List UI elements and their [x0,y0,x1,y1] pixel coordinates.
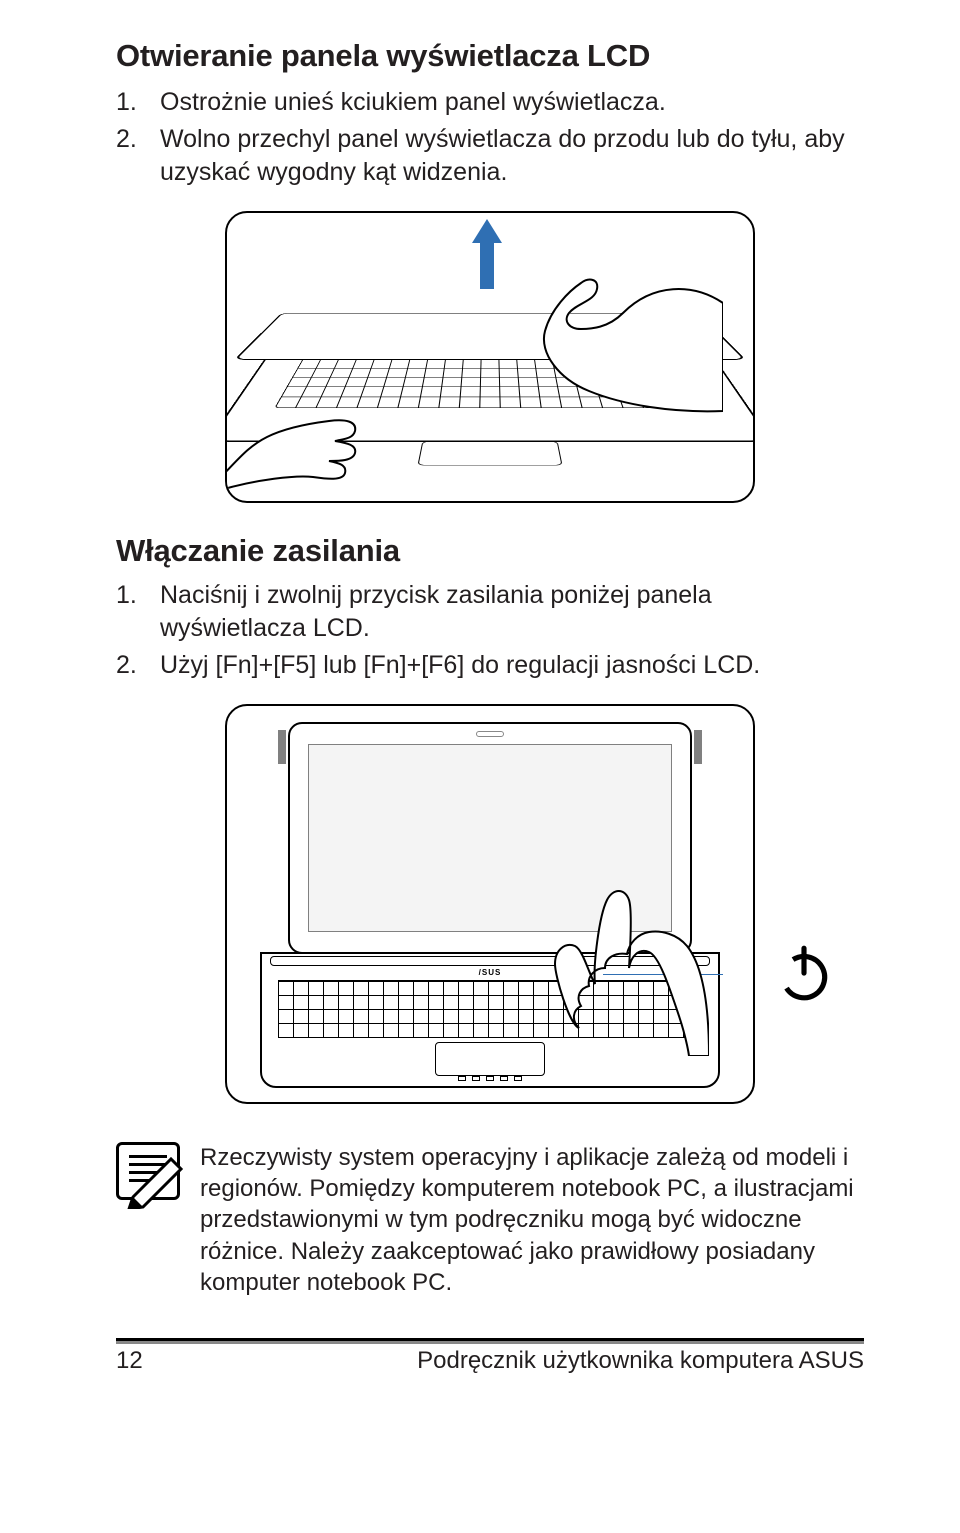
doc-title: Podręcznik użytkownika komputera ASUS [417,1347,864,1375]
section2-list: 1. Naciśnij i zwolnij przycisk zasilania… [116,579,864,682]
note-block: Rzeczywisty system operacyjny i aplikacj… [116,1142,864,1298]
section2-title: Włączanie zasilania [116,533,864,569]
note-text: Rzeczywisty system operacyjny i aplikacj… [200,1142,864,1298]
list-item: 2. Użyj [Fn]+[F5] lub [Fn]+[F6] do regul… [116,649,864,682]
hinge-rail [278,730,286,764]
figure-power-on: /SUS [225,704,755,1104]
brand-logo: /SUS [479,968,502,977]
list-text: Ostrożnie unieś kciukiem panel wyświetla… [160,86,864,119]
power-icon [773,942,835,1004]
status-leds [445,1076,535,1082]
page: Otwieranie panela wyświetlacza LCD 1. Os… [0,0,960,1533]
list-number: 2. [116,123,160,189]
figure2-wrap: /SUS [116,704,864,1104]
note-icon [116,1142,180,1200]
figure-open-lid [225,211,755,503]
list-item: 1. Naciśnij i zwolnij przycisk zasilania… [116,579,864,645]
list-number: 1. [116,86,160,119]
list-text: Wolno przechyl panel wyświetlacza do prz… [160,123,864,189]
page-number: 12 [116,1347,143,1375]
list-number: 1. [116,579,160,645]
section1-list: 1. Ostrożnie unieś kciukiem panel wyświe… [116,86,864,189]
hinge-rail [694,730,702,764]
list-number: 2. [116,649,160,682]
left-hand-icon [225,351,397,491]
laptop-trackpad [417,441,562,465]
right-hand-icon [473,243,723,443]
hand-pressing-icon [539,856,709,1056]
section1-title: Otwieranie panela wyświetlacza LCD [116,38,864,74]
footer: 12 Podręcznik użytkownika komputera ASUS [116,1341,864,1375]
list-text: Naciśnij i zwolnij przycisk zasilania po… [160,579,864,645]
camera-icon [476,731,504,737]
list-text: Użyj [Fn]+[F5] lub [Fn]+[F6] do regulacj… [160,649,864,682]
laptop-trackpad [435,1042,545,1076]
list-item: 1. Ostrożnie unieś kciukiem panel wyświe… [116,86,864,119]
figure1-wrap [116,211,864,503]
list-item: 2. Wolno przechyl panel wyświetlacza do … [116,123,864,189]
